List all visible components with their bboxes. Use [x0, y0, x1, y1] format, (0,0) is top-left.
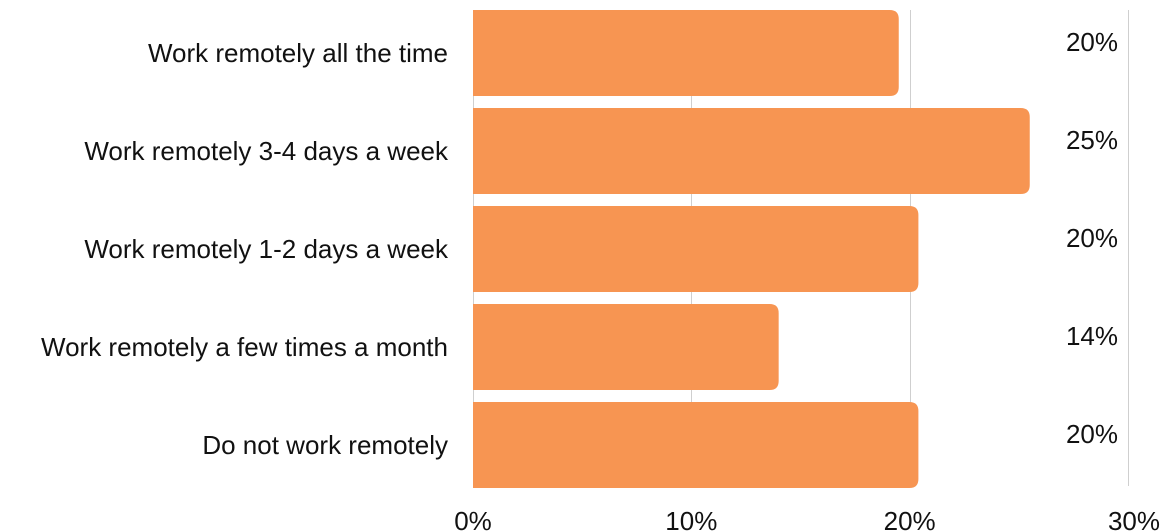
- category-labels: Work remotely all the time Work remotely …: [41, 38, 449, 460]
- bar-work-remotely-all-the-time: [473, 10, 899, 96]
- bar-work-remotely-1-2-days-a-week: [473, 206, 919, 292]
- x-axis-ticks: 0% 10% 20% 30%: [454, 506, 1160, 532]
- value-label-work-remotely-a-few-times-a-month: 14%: [1066, 321, 1118, 351]
- category-label-work-remotely-1-2-days-a-week: Work remotely 1-2 days a week: [84, 234, 449, 264]
- category-label-work-remotely-a-few-times-a-month: Work remotely a few times a month: [41, 332, 448, 362]
- value-label-do-not-work-remotely: 20%: [1066, 419, 1118, 449]
- category-label-do-not-work-remotely: Do not work remotely: [202, 430, 448, 460]
- bar-work-remotely-3-4-days-a-week: [473, 108, 1030, 194]
- category-label-work-remotely-3-4-days-a-week: Work remotely 3-4 days a week: [84, 136, 449, 166]
- bar-do-not-work-remotely: [473, 402, 919, 488]
- bars: [473, 10, 1030, 488]
- x-tick-label-10: 10%: [665, 506, 717, 532]
- value-label-work-remotely-3-4-days-a-week: 25%: [1066, 125, 1118, 155]
- x-tick-label-20: 20%: [884, 506, 936, 532]
- x-tick-label-30: 30%: [1108, 506, 1160, 532]
- value-label-work-remotely-1-2-days-a-week: 20%: [1066, 223, 1118, 253]
- category-label-work-remotely-all-the-time: Work remotely all the time: [148, 38, 448, 68]
- value-label-work-remotely-all-the-time: 20%: [1066, 27, 1118, 57]
- bar-work-remotely-a-few-times-a-month: [473, 304, 779, 390]
- x-tick-label-0: 0%: [454, 506, 492, 532]
- value-labels: 20% 25% 20% 14% 20%: [1066, 27, 1118, 449]
